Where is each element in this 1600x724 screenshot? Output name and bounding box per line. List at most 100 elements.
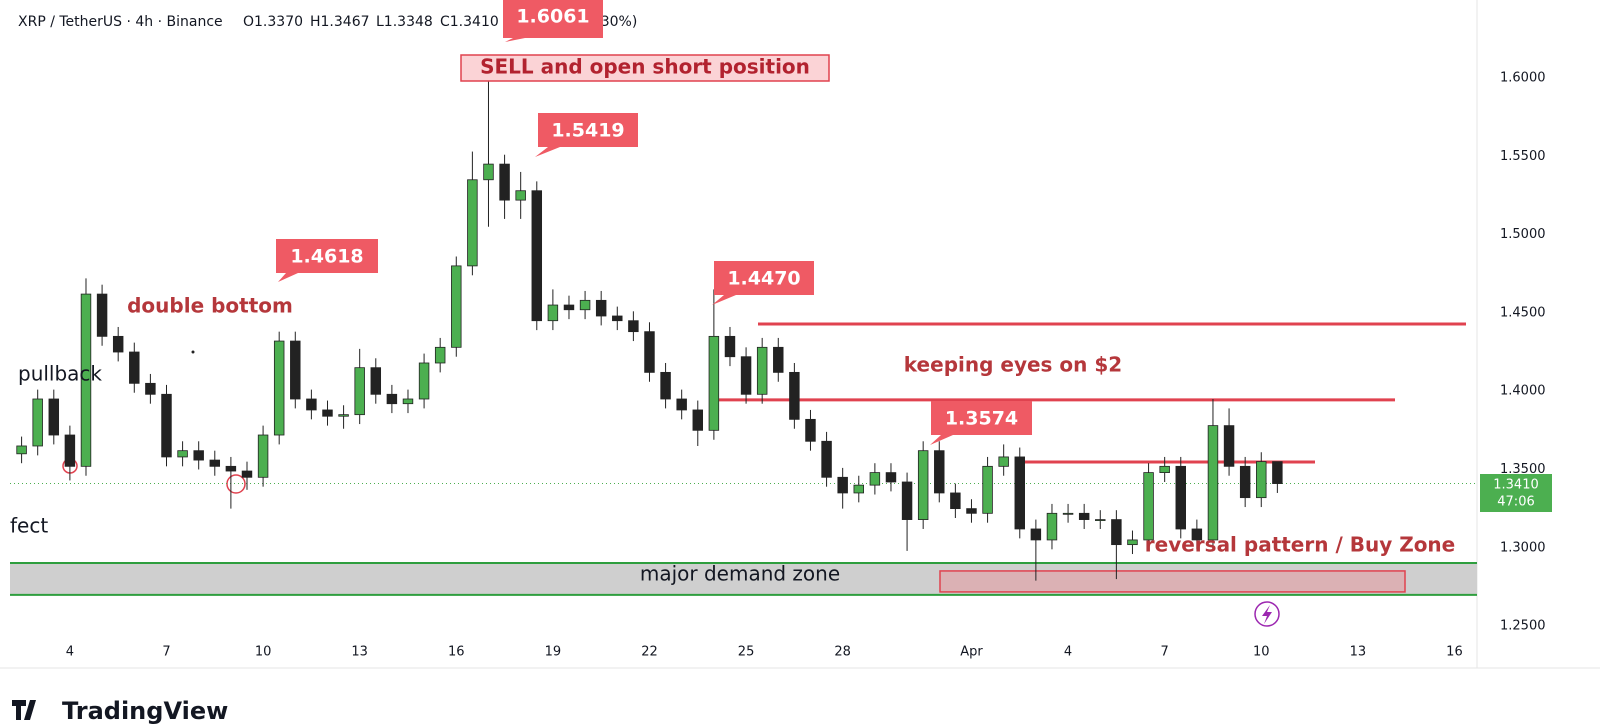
candle-body xyxy=(837,476,848,494)
candle-body xyxy=(708,335,720,431)
countdown: 47:06 xyxy=(1497,495,1534,510)
candle-body xyxy=(740,356,752,395)
candle-body xyxy=(1207,425,1219,541)
candle-body xyxy=(1078,512,1090,520)
candle-body xyxy=(64,434,76,467)
candle-body xyxy=(161,393,172,458)
ohlc-value: C1.3410 xyxy=(440,14,499,30)
ohlc-value: O1.3370 xyxy=(243,14,303,30)
candle-body xyxy=(547,304,559,322)
candle-body xyxy=(1127,539,1138,546)
candle-body xyxy=(789,371,800,420)
candle-body xyxy=(112,335,124,353)
flash-icon xyxy=(1254,601,1280,627)
x-tick-label: 16 xyxy=(1446,645,1463,660)
callout-box xyxy=(930,401,1032,445)
y-tick-label: 1.5500 xyxy=(1500,149,1546,164)
candle-body xyxy=(1239,465,1251,499)
candle-body xyxy=(579,299,591,311)
candle-body xyxy=(531,190,543,322)
y-tick-label: 1.6000 xyxy=(1500,70,1546,85)
candle-body xyxy=(1223,425,1235,467)
candle-body xyxy=(869,472,881,486)
buy-zone xyxy=(939,570,1406,593)
candle-body xyxy=(934,450,945,494)
annotation: keeping eyes on $2 xyxy=(904,353,1122,377)
logo xyxy=(12,700,36,720)
candle-body xyxy=(193,450,204,461)
annotation: reversal pattern / Buy Zone xyxy=(1145,533,1455,557)
candle-body xyxy=(48,398,60,436)
callout-label: 1.4470 xyxy=(727,268,800,290)
callout-box xyxy=(535,113,638,157)
candle-body xyxy=(483,163,494,181)
candle-body xyxy=(418,362,430,400)
x-tick-label: 10 xyxy=(255,645,272,660)
y-tick-label: 1.3000 xyxy=(1500,540,1546,555)
candle-body xyxy=(499,163,510,201)
candle-body xyxy=(322,409,333,417)
annotation: double bottom xyxy=(127,294,293,318)
candle-body xyxy=(966,508,977,514)
candle-body xyxy=(386,393,398,405)
candle-body xyxy=(644,331,655,373)
candle-body xyxy=(1191,528,1203,541)
annotation: pullback xyxy=(18,362,102,386)
watermark: TradingView xyxy=(62,697,228,724)
annotation: fect xyxy=(10,514,48,538)
candle-body xyxy=(145,382,156,395)
candle-body xyxy=(209,459,221,467)
last-price-tag xyxy=(1480,474,1552,512)
candle-body xyxy=(821,440,832,478)
candle-body xyxy=(950,492,961,510)
candle-body xyxy=(724,335,736,358)
candle-body xyxy=(370,367,382,395)
callout-box xyxy=(276,239,378,282)
candle-body xyxy=(306,398,317,411)
candle-body xyxy=(917,450,929,520)
callout-label: 1.4618 xyxy=(290,246,363,268)
x-tick-label: 4 xyxy=(1064,645,1072,660)
candle-body xyxy=(225,465,237,472)
demand-zone xyxy=(10,562,1477,595)
candle-body xyxy=(1030,528,1042,541)
x-tick-label: 7 xyxy=(1161,645,1169,660)
last-price-label: 1.3410 xyxy=(1493,478,1539,493)
y-tick-label: 1.5000 xyxy=(1500,227,1546,242)
callout-box xyxy=(503,0,603,42)
x-tick-label: 25 xyxy=(738,645,755,660)
candle-body xyxy=(1062,512,1074,515)
candle-body xyxy=(563,304,575,311)
candle-body xyxy=(1256,461,1267,499)
candle-body xyxy=(402,398,414,405)
candle-body xyxy=(628,320,639,333)
candle-body xyxy=(434,346,446,364)
candle-body xyxy=(1159,465,1170,473)
x-tick-label: 4 xyxy=(66,645,74,660)
x-tick-label: 28 xyxy=(834,645,851,660)
candle-body xyxy=(451,265,462,348)
candle-body xyxy=(1014,456,1025,530)
y-tick-label: 1.4000 xyxy=(1500,384,1546,399)
candle-body xyxy=(1175,465,1186,530)
candle-body xyxy=(338,414,349,417)
dot xyxy=(191,350,195,354)
candle-body xyxy=(885,472,897,483)
candle-body xyxy=(1111,519,1122,546)
candle-body xyxy=(177,450,188,458)
annotation: major demand zone xyxy=(640,562,840,586)
callout-label: 1.6061 xyxy=(516,6,589,28)
annotation: SELL and open short position xyxy=(480,55,810,79)
candle-body xyxy=(515,190,526,201)
candle-body xyxy=(756,346,768,395)
y-tick-label: 1.3500 xyxy=(1500,462,1546,477)
sell-box xyxy=(460,54,830,82)
callout-label: 1.5419 xyxy=(551,120,624,142)
candle-body xyxy=(16,445,27,455)
candle-body xyxy=(257,434,269,478)
candle-body xyxy=(290,340,301,400)
ohlc-value: H1.3467 xyxy=(310,14,370,30)
candle-body xyxy=(80,293,92,467)
